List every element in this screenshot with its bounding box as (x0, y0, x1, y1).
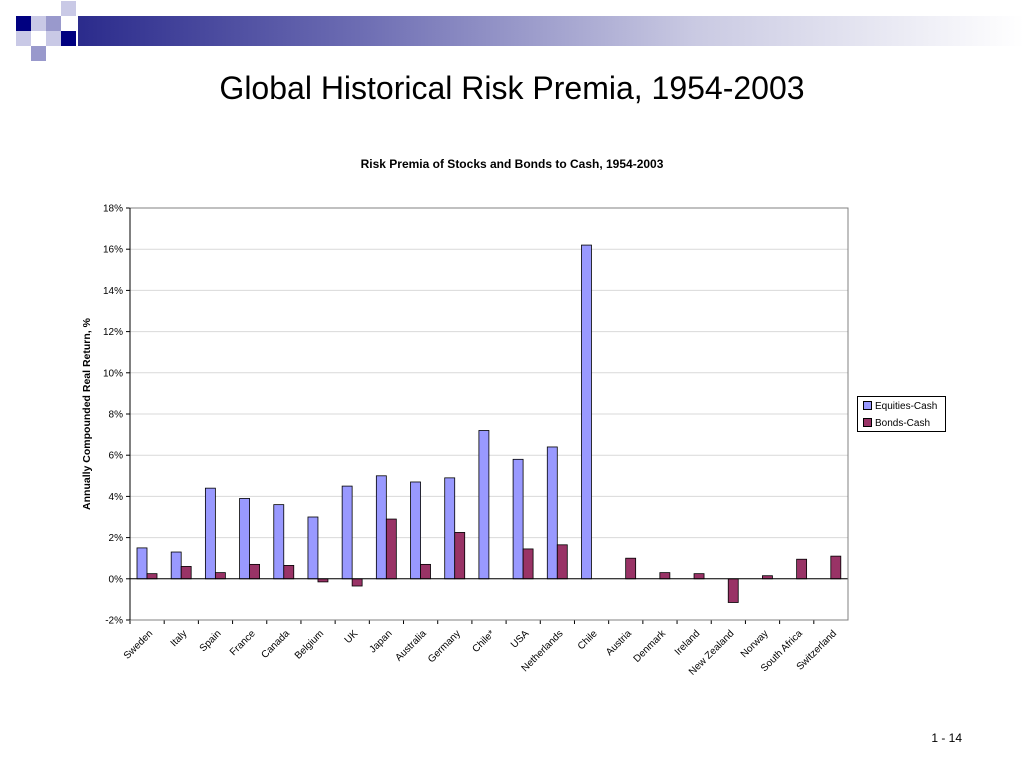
x-tick-label: Sweden (122, 628, 155, 661)
x-tick-label: Austria (604, 628, 634, 658)
bar-equities-chile (478, 430, 490, 580)
x-tick-label: Ireland (673, 628, 702, 657)
chart-legend: Equities-Cash Bonds-Cash (857, 396, 946, 432)
deco-square-mid (46, 16, 61, 31)
bar-bonds-italy (180, 566, 192, 580)
bar-bonds-australia (420, 563, 431, 580)
x-tick-label: Chile (576, 628, 600, 652)
deco-square-light (16, 31, 31, 46)
y-tick-label: 16% (103, 245, 123, 256)
deco-square-dark (61, 31, 76, 46)
bar-equities-spain (204, 487, 216, 580)
x-tick-label: Denmark (632, 628, 669, 665)
bar-equities-france (239, 498, 250, 580)
x-tick-label: Norway (739, 628, 771, 660)
bar-bonds-netherlands (556, 544, 568, 580)
bar-bonds-new-zealand (727, 578, 739, 603)
bar-bonds-canada (283, 565, 295, 580)
x-tick-label: France (228, 628, 258, 658)
bar-equities-chile (581, 244, 592, 580)
legend-item-bonds: Bonds-Cash (863, 417, 930, 430)
bar-equities-sweden (136, 547, 148, 580)
x-tick-label: UK (343, 628, 361, 646)
legend-label-bonds: Bonds-Cash (875, 418, 931, 429)
legend-swatch-equities (863, 400, 872, 410)
y-axis-title: Annually Compounded Real Return, % (81, 317, 93, 510)
y-tick-label: 18% (103, 204, 123, 215)
legend-label-equities: Equities-Cash (875, 401, 938, 412)
header-gradient-band (78, 16, 1024, 46)
deco-square-light (61, 1, 76, 16)
x-tick-label: Japan (368, 628, 395, 655)
x-tick-label: Italy (169, 628, 190, 649)
bar-equities-belgium (307, 516, 319, 580)
y-tick-label: 8% (109, 410, 124, 421)
x-tick-label: Belgium (293, 628, 326, 661)
bar-bonds-switzerland (830, 555, 842, 580)
legend-swatch-bonds (863, 417, 872, 427)
chart-title: Risk Premia of Stocks and Bonds to Cash,… (360, 157, 664, 171)
y-tick-label: 14% (103, 286, 123, 297)
bar-bonds-spain (214, 572, 226, 580)
bar-equities-germany (444, 477, 456, 580)
x-tick-label: Germany (426, 628, 463, 665)
y-tick-label: 10% (103, 368, 123, 379)
y-tick-label: 6% (109, 451, 124, 462)
bar-equities-italy (170, 551, 182, 580)
bar-bonds-denmark (659, 572, 671, 580)
y-tick-label: 12% (103, 327, 123, 338)
x-tick-label: Canada (259, 628, 292, 661)
deco-square-light (31, 16, 46, 31)
bar-bonds-ireland (693, 573, 705, 580)
bar-bonds-germany (454, 532, 466, 580)
bar-bonds-south-africa (796, 558, 808, 580)
bar-bonds-sweden (146, 573, 158, 580)
x-tick-label: Chile* (470, 628, 497, 655)
bar-equities-netherlands (546, 446, 558, 580)
bar-bonds-usa (522, 548, 534, 580)
deco-square-dark (16, 16, 31, 31)
bar-bonds-japan (385, 518, 397, 580)
bar-bonds-uk (351, 578, 363, 587)
y-tick-label: 0% (109, 574, 124, 585)
y-tick-label: 2% (109, 533, 124, 544)
bar-equities-japan (375, 475, 387, 580)
deco-square-mid (31, 46, 46, 61)
x-tick-label: Spain (198, 628, 224, 654)
bar-equities-canada (273, 504, 285, 580)
y-tick-label: 4% (109, 492, 124, 503)
page-number: 1 - 14 (931, 731, 962, 745)
legend-item-equities: Equities-Cash (863, 400, 937, 413)
x-tick-label: Australia (393, 628, 429, 664)
bar-equities-usa (512, 458, 524, 580)
bar-bonds-austria (625, 557, 637, 580)
bar-equities-uk (341, 485, 353, 580)
bar-bonds-france (249, 563, 260, 580)
x-tick-label: USA (509, 628, 532, 651)
deco-square-light (46, 31, 61, 46)
bar-equities-australia (410, 481, 421, 580)
slide-title: Global Historical Risk Premia, 1954-2003 (219, 70, 805, 106)
y-tick-label: -2% (105, 616, 123, 627)
